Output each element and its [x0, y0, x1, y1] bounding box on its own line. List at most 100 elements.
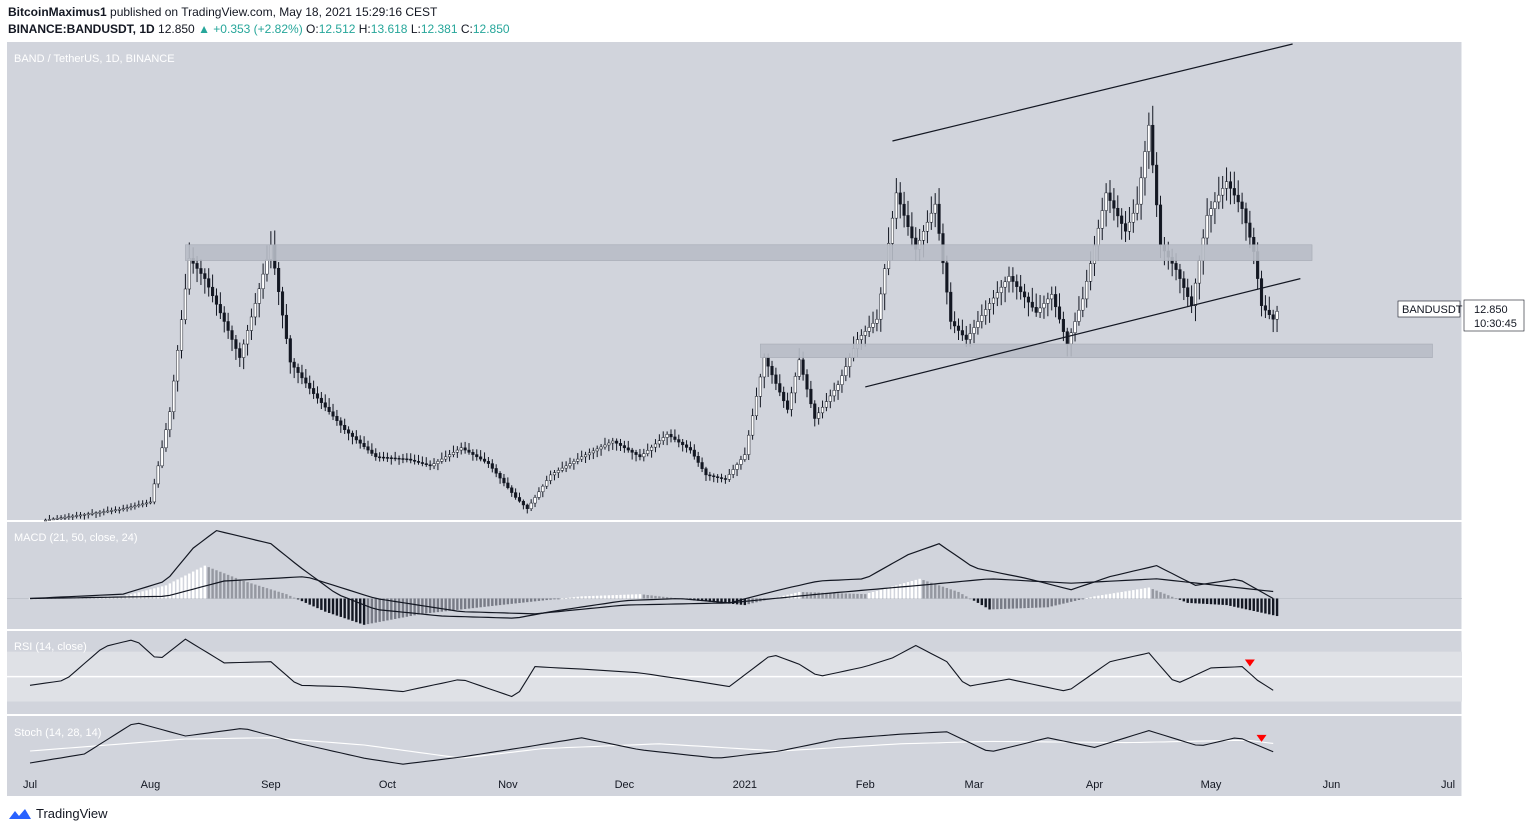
candle: [63, 514, 67, 520]
candle-body: [463, 447, 467, 451]
macd-histogram-bar: [1011, 598, 1015, 609]
candle-body: [292, 361, 296, 368]
candle: [467, 443, 471, 455]
candle-body: [436, 461, 440, 464]
macd-histogram-bar: [491, 598, 494, 606]
candle-body: [370, 449, 374, 454]
candle: [1011, 267, 1015, 293]
macd-histogram-bar: [930, 582, 933, 599]
footer: TradingView: [8, 806, 108, 821]
macd-histogram-bar: [292, 597, 296, 599]
candle-body: [265, 259, 269, 275]
macd-histogram-bar: [1194, 598, 1197, 604]
author-name[interactable]: BitcoinMaximus1: [8, 5, 107, 19]
price-pane[interactable]: [7, 42, 1462, 520]
candle-body: [1120, 215, 1124, 224]
macd-histogram-bar: [320, 598, 323, 610]
candle-body: [836, 384, 840, 391]
candle-body: [704, 468, 708, 476]
candle: [661, 431, 665, 445]
candle: [949, 282, 953, 330]
candle-body: [451, 452, 456, 455]
candle-body: [712, 475, 716, 478]
macd-histogram-bar: [836, 593, 840, 599]
candle-body: [1089, 263, 1093, 282]
macd-histogram-bar: [1054, 598, 1057, 606]
candle: [1147, 112, 1151, 169]
macd-histogram-bar: [902, 583, 906, 599]
candle-body: [506, 482, 510, 489]
candle: [463, 441, 467, 454]
candle: [490, 459, 494, 473]
candle-body: [195, 263, 199, 269]
candle: [1209, 201, 1213, 233]
macd-histogram-bar: [1108, 593, 1112, 599]
macd-histogram-bar: [549, 598, 552, 600]
candle-body: [549, 474, 553, 481]
candle: [960, 319, 964, 341]
candle-body: [840, 375, 844, 385]
macd-histogram-bar: [215, 570, 218, 599]
candle-body: [471, 452, 475, 455]
macd-histogram-bar: [1132, 590, 1135, 599]
macd-histogram-bar: [203, 565, 207, 599]
candle: [525, 503, 529, 514]
macd-histogram-bar: [362, 598, 366, 625]
candle: [506, 477, 510, 490]
chart-canvas[interactable]: 2 USDT22.00020.00018.00016.00014.00012.0…: [0, 0, 1536, 800]
macd-histogram-bar: [428, 598, 432, 613]
macd-histogram-bar: [335, 598, 339, 616]
candle-body: [129, 506, 133, 509]
candle-body: [1026, 296, 1030, 303]
macd-histogram-bar: [452, 598, 455, 611]
candle: [999, 279, 1003, 306]
macd-histogram-bar: [1038, 598, 1042, 608]
candle-body: [1240, 201, 1244, 209]
candle-body: [1061, 318, 1065, 332]
channel-lower-line: [865, 278, 1301, 388]
candle: [448, 449, 452, 462]
candle-body: [898, 192, 902, 205]
candle: [556, 467, 560, 479]
macd-histogram-bar: [432, 598, 436, 613]
candle: [378, 452, 382, 462]
candle-body: [331, 411, 335, 417]
stoch-pane[interactable]: [7, 716, 1462, 772]
candle-body: [646, 450, 650, 454]
candle-body: [653, 443, 658, 448]
time-tick-label: Nov: [498, 779, 518, 791]
candle-body: [358, 439, 362, 444]
macd-pane-title: MACD (21, 50, close, 24): [14, 532, 138, 544]
macd-histogram-bar: [1256, 598, 1259, 612]
macd-histogram-bar: [1225, 598, 1228, 606]
candle-body: [448, 454, 452, 458]
macd-histogram-bar: [506, 598, 510, 605]
candle: [90, 509, 94, 516]
macd-pane[interactable]: [7, 522, 1462, 629]
candle-body: [1228, 181, 1232, 189]
candle-body: [304, 377, 308, 384]
candle-body: [1011, 276, 1015, 282]
candle: [498, 471, 502, 484]
macd-histogram-bar: [188, 573, 191, 599]
candle: [871, 311, 875, 334]
stoch-pane-title: Stoch (14, 28, 14): [14, 727, 101, 739]
candle: [976, 311, 980, 335]
candle: [883, 263, 887, 311]
macd-histogram-bar: [1116, 592, 1119, 599]
symbol-info: BINANCE:BANDUSDT, 1D: [8, 22, 155, 36]
candle: [125, 504, 129, 512]
macd-histogram-bar: [926, 581, 929, 599]
candle: [284, 304, 288, 345]
symbol-price-badge: BANDUSDT 12.850 10:30:45: [1397, 299, 1525, 332]
candle: [646, 443, 650, 457]
macd-histogram-bar: [891, 586, 894, 599]
macd-histogram-bar: [1233, 598, 1236, 607]
candle: [436, 459, 440, 471]
candle-body: [642, 453, 646, 458]
candle: [1205, 198, 1209, 246]
time-axis[interactable]: [7, 772, 1462, 796]
rsi-bearish-divergence-marker: [1244, 659, 1255, 667]
candle-body: [910, 226, 914, 239]
macd-histogram-bar: [1007, 598, 1011, 609]
